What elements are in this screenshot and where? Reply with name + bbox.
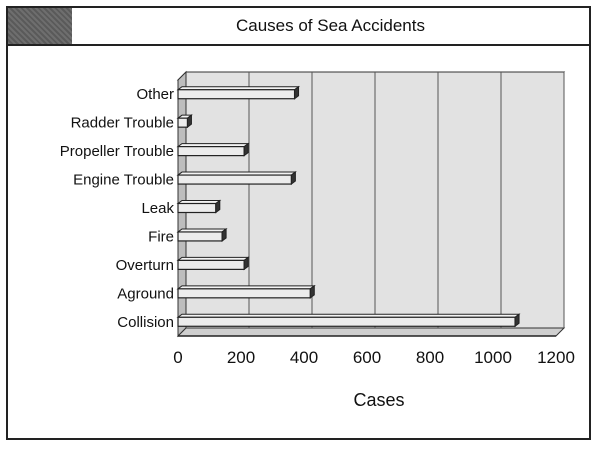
bar (177, 288, 311, 299)
bar (177, 117, 189, 128)
bar-end (221, 227, 227, 242)
x-axis-title: Cases (353, 390, 404, 410)
category-label: Fire (148, 228, 174, 245)
category-label: Propeller Trouble (60, 143, 174, 160)
bar-end (243, 142, 249, 157)
bar-end (290, 171, 296, 186)
bar (177, 202, 217, 214)
bar (177, 89, 296, 100)
plot-floor (176, 327, 566, 337)
x-tick-label: 400 (290, 348, 318, 367)
bar (177, 174, 293, 185)
category-label: Overturn (116, 257, 174, 274)
title-bar: Causes of Sea Accidents (8, 8, 589, 46)
bar-end (294, 85, 300, 100)
category-label: Leak (141, 200, 174, 217)
category-label: Collision (117, 314, 174, 331)
bar-end (243, 256, 249, 271)
category-label: Radder Trouble (71, 115, 174, 132)
chart-title: Causes of Sea Accidents (235, 16, 425, 35)
bar-end (186, 114, 192, 129)
bar-end (309, 284, 315, 299)
bar (177, 259, 245, 270)
x-tick-label: 200 (227, 348, 255, 367)
bar-end (215, 199, 221, 214)
bar (177, 316, 516, 327)
bar-end (514, 313, 520, 328)
title-swatch (8, 8, 72, 44)
bar (177, 146, 245, 157)
x-tick-label: 600 (353, 348, 381, 367)
category-label: Other (136, 86, 174, 103)
x-tick-label: 1200 (537, 348, 575, 367)
x-tick-label: 800 (416, 348, 444, 367)
x-tick-label: 0 (173, 348, 182, 367)
category-label: Aground (117, 285, 174, 302)
bar (177, 231, 223, 242)
x-tick-label: 1000 (474, 348, 512, 367)
category-label: Engine Trouble (73, 172, 174, 189)
